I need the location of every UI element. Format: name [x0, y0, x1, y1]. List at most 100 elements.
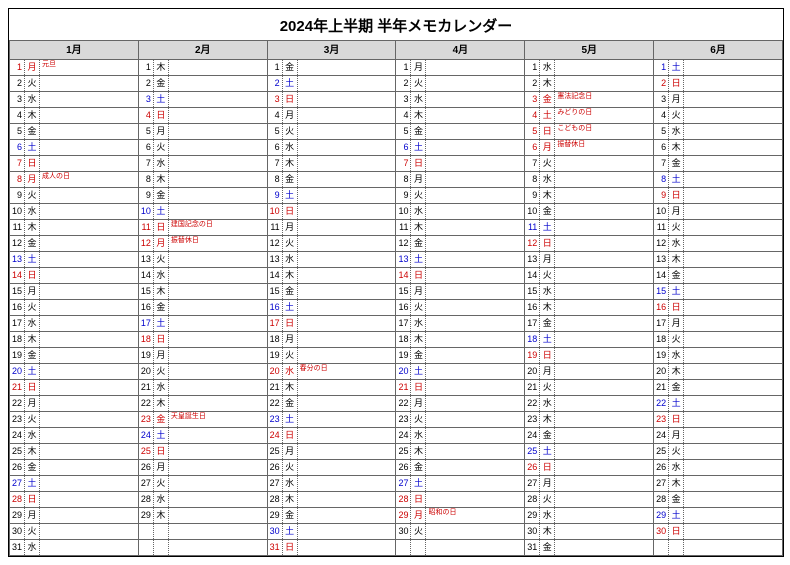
day-memo: [168, 428, 267, 444]
day-memo: [40, 204, 139, 220]
day-number: 2: [267, 76, 282, 92]
day-of-week: 土: [411, 252, 426, 268]
day-of-week: 木: [669, 140, 684, 156]
day-number: 10: [10, 204, 25, 220]
day-of-week: 月: [411, 172, 426, 188]
day-number: 2: [654, 76, 669, 92]
day-memo: [555, 380, 654, 396]
day-of-week: 月: [153, 124, 168, 140]
day-of-week: 木: [25, 444, 40, 460]
day-of-week: 火: [25, 188, 40, 204]
day-of-week: 水: [25, 428, 40, 444]
day-of-week: 水: [669, 236, 684, 252]
day-of-week: 火: [153, 252, 168, 268]
day-of-week: 月: [25, 172, 40, 188]
day-of-week: 月: [669, 428, 684, 444]
day-memo: [297, 540, 396, 556]
day-number: 27: [267, 476, 282, 492]
day-number: 29: [525, 508, 540, 524]
day-memo: [684, 268, 783, 284]
day-memo: [555, 460, 654, 476]
day-of-week: 月: [282, 332, 297, 348]
day-number: 23: [525, 412, 540, 428]
day-number: 8: [654, 172, 669, 188]
day-number: 21: [267, 380, 282, 396]
day-number: 12: [10, 236, 25, 252]
day-memo: 建国記念の日: [168, 220, 267, 236]
day-number: 20: [396, 364, 411, 380]
day-of-week: 金: [540, 316, 555, 332]
day-memo: [426, 284, 525, 300]
table-row: 30火30土30火30木30日: [10, 524, 783, 540]
day-number: 28: [525, 492, 540, 508]
day-of-week: 水: [153, 492, 168, 508]
day-number: 20: [525, 364, 540, 380]
day-memo: [426, 428, 525, 444]
day-of-week: 木: [411, 108, 426, 124]
day-number: 29: [267, 508, 282, 524]
day-of-week: 木: [411, 220, 426, 236]
day-number: 22: [525, 396, 540, 412]
day-number: 16: [525, 300, 540, 316]
day-number: 17: [396, 316, 411, 332]
day-memo: [297, 108, 396, 124]
day-of-week: 水: [411, 316, 426, 332]
day-number: 28: [396, 492, 411, 508]
day-of-week: 金: [540, 92, 555, 108]
day-number: 2: [396, 76, 411, 92]
day-number: 8: [10, 172, 25, 188]
day-memo: [555, 476, 654, 492]
day-memo: [684, 364, 783, 380]
day-number: 5: [267, 124, 282, 140]
day-of-week: 水: [153, 156, 168, 172]
day-of-week: 土: [669, 284, 684, 300]
day-memo: [555, 428, 654, 444]
day-of-week: 金: [282, 172, 297, 188]
day-of-week: 金: [411, 460, 426, 476]
day-number: 1: [654, 60, 669, 76]
table-row: 12金12月振替休日12火12金12日12水: [10, 236, 783, 252]
day-of-week: 木: [282, 492, 297, 508]
day-memo: [426, 76, 525, 92]
day-memo: [555, 508, 654, 524]
day-of-week: 月: [669, 92, 684, 108]
day-number: 14: [525, 268, 540, 284]
day-number: 18: [267, 332, 282, 348]
day-number: 29: [138, 508, 153, 524]
day-memo: [684, 140, 783, 156]
table-row: 23火23金天皇誕生日23土23火23木23日: [10, 412, 783, 428]
day-of-week: 土: [153, 92, 168, 108]
day-number: 6: [10, 140, 25, 156]
table-row: 29月29木29金29月昭和の日29水29土: [10, 508, 783, 524]
table-row: 8月成人の日8木8金8月8水8土: [10, 172, 783, 188]
day-number: 19: [10, 348, 25, 364]
day-number: 9: [267, 188, 282, 204]
table-row: 11木11日建国記念の日11月11木11土11火: [10, 220, 783, 236]
day-number: 31: [267, 540, 282, 556]
day-of-week: 火: [25, 412, 40, 428]
day-memo: [297, 188, 396, 204]
day-memo: [426, 412, 525, 428]
day-number: 4: [10, 108, 25, 124]
day-memo: [555, 540, 654, 556]
day-number: 2: [525, 76, 540, 92]
day-number: 7: [138, 156, 153, 172]
day-of-week: 水: [540, 508, 555, 524]
day-memo: [426, 172, 525, 188]
day-memo: [684, 428, 783, 444]
day-of-week: 木: [411, 332, 426, 348]
day-of-week: 火: [540, 492, 555, 508]
day-number: 26: [654, 460, 669, 476]
day-number: 13: [267, 252, 282, 268]
day-memo: [555, 524, 654, 540]
day-of-week: 木: [540, 188, 555, 204]
day-memo: [555, 316, 654, 332]
day-of-week: 日: [669, 524, 684, 540]
day-of-week: 火: [411, 300, 426, 316]
day-memo: [297, 508, 396, 524]
day-number: 19: [267, 348, 282, 364]
table-row: 1月元旦1木1金1月1水1土: [10, 60, 783, 76]
table-row: 2火2金2土2火2木2日: [10, 76, 783, 92]
day-memo: [168, 332, 267, 348]
day-of-week: 日: [25, 380, 40, 396]
